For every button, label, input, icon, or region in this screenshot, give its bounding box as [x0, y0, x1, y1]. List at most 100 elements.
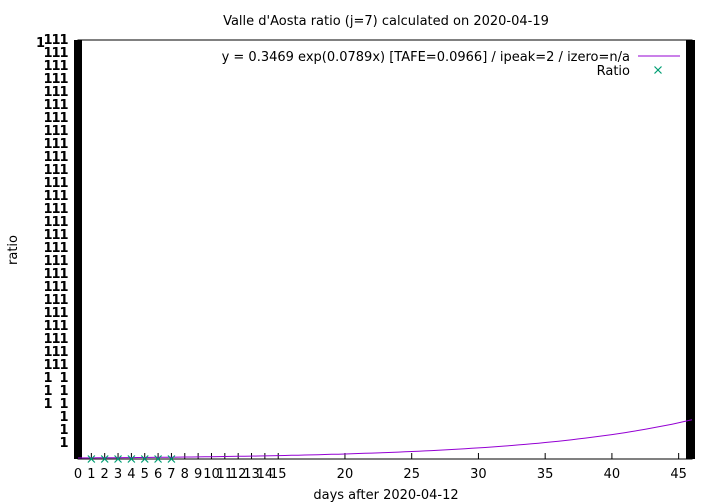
- ratio-point-5: [140, 455, 149, 463]
- y-tick-label-62: 1: [59, 124, 68, 139]
- ratio-point-4: [127, 455, 136, 463]
- legend-marker-ratio: [654, 66, 662, 74]
- y-tick-label-55: 1: [59, 33, 68, 48]
- x-tick-label-6: 6: [154, 467, 162, 482]
- y-tick-label-47: 1: [51, 267, 60, 282]
- y-tick-label-44: 1: [51, 228, 60, 243]
- y-tick-label-8: 1: [43, 137, 52, 152]
- x-tick-label-45: 45: [670, 467, 687, 482]
- y-tick-label-86: 1: [59, 436, 68, 451]
- y-tick-label-11: 1: [43, 176, 52, 191]
- y-tick-label-82: 1: [59, 384, 68, 399]
- y-tick-label-0: 1: [43, 33, 52, 48]
- ratio-point-3: [114, 455, 122, 463]
- y-tick-label-71: 1: [59, 241, 68, 256]
- y-tick-label-83: 1: [59, 397, 68, 412]
- x-tick-label-2: 2: [101, 467, 109, 482]
- y-tick-label-36: 1: [51, 124, 60, 139]
- y-tick-label-6: 1: [43, 111, 52, 126]
- y-tick-label-41: 1: [51, 189, 60, 204]
- y-tick-label-10: 1: [43, 163, 52, 178]
- left-axis-smear: [74, 40, 82, 459]
- y-tick-label-18: 1: [43, 267, 52, 282]
- y-tick-label-69: 1: [59, 215, 68, 230]
- y-tick-label-1: 1: [43, 46, 52, 61]
- x-tick-label-25: 25: [403, 467, 420, 482]
- y-tick-label-37: 1: [51, 137, 60, 152]
- y-tick-label-60: 1: [59, 98, 68, 113]
- y-tick-label-67: 1: [59, 189, 68, 204]
- y-tick-label-75: 1: [59, 293, 68, 308]
- y-tick-label-32: 1: [51, 72, 60, 87]
- fit-curve: [77, 419, 693, 459]
- x-tick-label-7: 7: [167, 467, 175, 482]
- y-tick-label-81: 1: [59, 371, 68, 386]
- y-tick-label-42: 1: [51, 202, 60, 217]
- y-tick-label-15: 1: [43, 228, 52, 243]
- y-tick-label-5: 1: [43, 98, 52, 113]
- y-tick-label-38: 1: [51, 150, 60, 165]
- y-tick-label-79: 1: [59, 345, 68, 360]
- y-tick-label-56: 1: [59, 46, 68, 61]
- plot-frame: [77, 39, 693, 460]
- y-tick-label-48: 1: [51, 280, 60, 295]
- y-tick-label-39: 1: [51, 163, 60, 178]
- x-tick-label-15: 15: [270, 467, 287, 482]
- y-tick-label-34: 1: [51, 98, 60, 113]
- right-axis-smear: [686, 40, 695, 459]
- y-tick-label-72: 1: [59, 254, 68, 269]
- x-tick-label-40: 40: [604, 467, 621, 482]
- y-tick-label-23: 1: [43, 332, 52, 347]
- y-tick-label-45: 1: [51, 241, 60, 256]
- x-tick-label-11: 11: [217, 467, 234, 482]
- y-tick-label-16: 1: [43, 241, 52, 256]
- y-tick-label-73: 1: [59, 267, 68, 282]
- y-tick-label-54: 1: [51, 358, 60, 373]
- y-tick-label-7: 1: [43, 124, 52, 139]
- y-tick-label-24: 1: [43, 345, 52, 360]
- x-tick-label-5: 5: [141, 467, 149, 482]
- y-tick-label-2: 1: [43, 59, 52, 74]
- ratio-point-2: [100, 455, 109, 463]
- y-tick-label-64: 1: [59, 150, 68, 165]
- x-tick-label-30: 30: [470, 467, 487, 482]
- y-tick-label-17: 1: [43, 254, 52, 269]
- x-tick-label-4: 4: [127, 467, 135, 482]
- y-tick-label-61: 1: [59, 111, 68, 126]
- y-tick-label-22: 1: [43, 319, 52, 334]
- x-tick-label-13: 13: [243, 467, 260, 482]
- y-tick-label-26: 1: [43, 371, 52, 386]
- y-tick-label-52: 1: [51, 332, 60, 347]
- y-tick-label-80: 1: [59, 358, 68, 373]
- y-tick-label-9: 1: [43, 150, 52, 165]
- y-tick-label-3: 1: [43, 72, 52, 87]
- y-tick-label-29: 1: [51, 33, 60, 48]
- y-tick-label-84: 1: [59, 410, 68, 425]
- legend-label-ratio: Ratio: [597, 64, 630, 79]
- y-tick-label-78: 1: [59, 332, 68, 347]
- y-tick-label-65: 1: [59, 163, 68, 178]
- y-tick-label-31: 1: [51, 59, 60, 74]
- y-tick-label-28: 1: [43, 397, 52, 412]
- y-tick-label-85: 1: [59, 423, 68, 438]
- y-tick-label-43: 1: [51, 215, 60, 230]
- y-tick-label-77: 1: [59, 319, 68, 334]
- y-tick-label-76: 1: [59, 306, 68, 321]
- y-tick-label-40: 1: [51, 176, 60, 191]
- y-tick-label-46: 1: [51, 254, 60, 269]
- legend-label-fit: y = 0.3469 exp(0.0789x) [TAFE=0.0966] / …: [222, 50, 630, 65]
- y-tick-label-top: 1: [36, 36, 45, 51]
- y-tick-label-20: 1: [43, 293, 52, 308]
- y-tick-label-35: 1: [51, 111, 60, 126]
- chart-title: Valle d'Aosta ratio (j=7) calculated on …: [223, 14, 549, 29]
- y-tick-label-19: 1: [43, 280, 52, 295]
- y-tick-label-58: 1: [59, 72, 68, 87]
- x-tick-label-35: 35: [537, 467, 554, 482]
- y-tick-label-50: 1: [51, 306, 60, 321]
- y-tick-label-57: 1: [59, 59, 68, 74]
- y-tick-label-30: 1: [51, 46, 60, 61]
- x-tick-label-8: 8: [181, 467, 189, 482]
- legend-marker-ratio-x: [654, 66, 662, 74]
- y-tick-label-59: 1: [59, 85, 68, 100]
